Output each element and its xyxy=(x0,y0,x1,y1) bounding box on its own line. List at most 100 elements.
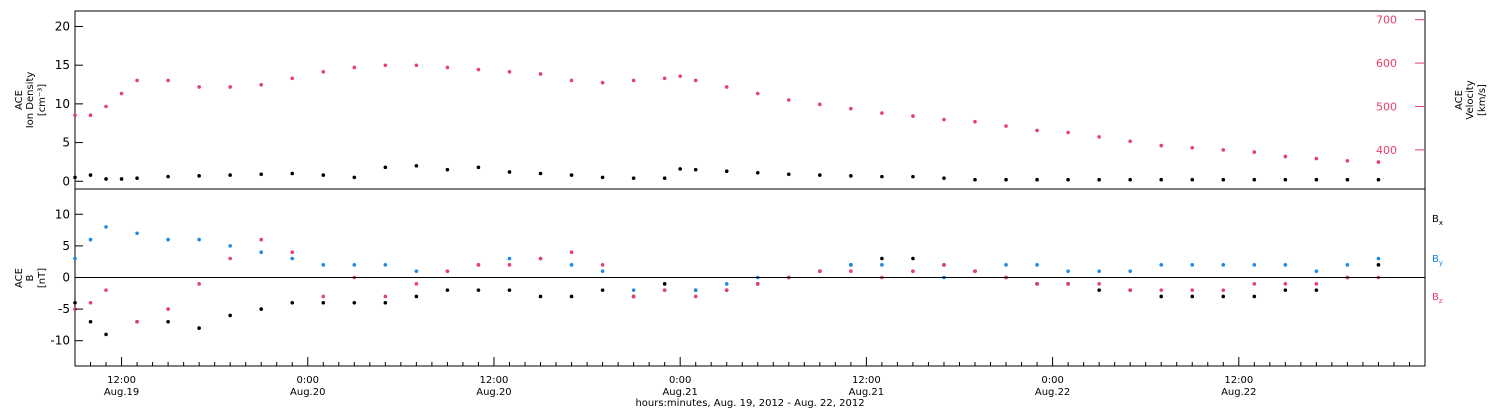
density-point-17 xyxy=(538,171,543,176)
by-point-11 xyxy=(383,263,388,267)
by-point-7 xyxy=(259,250,264,255)
bz-point-26 xyxy=(849,269,853,273)
x-tick-time-3: 0:00 xyxy=(669,375,691,386)
density-point-36 xyxy=(1097,177,1101,182)
bx-point-6 xyxy=(228,313,232,318)
velocity-point-14 xyxy=(445,65,450,70)
velocity-point-39 xyxy=(1190,145,1195,150)
top-left-tick-label-1: 5 xyxy=(62,136,70,150)
velocity-point-36 xyxy=(1097,135,1101,139)
density-point-6 xyxy=(197,174,201,178)
density-point-12 xyxy=(383,165,388,170)
x-tick-date-2: Aug.20 xyxy=(476,387,511,398)
bx-point-27 xyxy=(880,256,884,261)
bz-point-30 xyxy=(973,269,977,273)
bz-point-12 xyxy=(414,282,419,286)
density-point-3 xyxy=(119,177,124,181)
by-point-10 xyxy=(352,263,357,267)
density-point-31 xyxy=(942,176,946,180)
velocity-point-43 xyxy=(1314,156,1319,161)
bx-point-40 xyxy=(1283,288,1288,292)
bottom-ylabel-2: B xyxy=(25,274,36,281)
bx-point-5 xyxy=(197,326,201,330)
velocity-point-9 xyxy=(290,76,295,81)
density-point-18 xyxy=(569,173,574,177)
velocity-point-29 xyxy=(880,111,884,115)
x-tick-time-1: 0:00 xyxy=(297,375,319,386)
by-point-2 xyxy=(104,225,108,229)
density-point-15 xyxy=(476,165,481,170)
top-left-ylabel-1: ACE xyxy=(14,90,25,110)
bz-point-5 xyxy=(197,282,201,286)
bz-point-16 xyxy=(538,256,543,261)
bx-point-16 xyxy=(538,294,543,299)
x-axis: 12:00Aug.190:00Aug.2012:00Aug.200:00Aug.… xyxy=(74,357,1426,398)
density-point-9 xyxy=(290,171,295,176)
bz-point-2 xyxy=(104,288,108,292)
x-tick-date-4: Aug.21 xyxy=(849,387,884,398)
top-right-tick-label-2: 600 xyxy=(1376,57,1397,70)
velocity-point-1 xyxy=(88,113,93,117)
top-left-ylabel-3: [cm⁻³] xyxy=(37,84,48,116)
by-point-18 xyxy=(600,269,605,273)
legend-bz: Bz xyxy=(1432,292,1443,305)
velocity-point-42 xyxy=(1283,154,1288,159)
by-point-42 xyxy=(1345,263,1350,267)
density-point-34 xyxy=(1035,177,1039,182)
x-tick-date-6: Aug.22 xyxy=(1221,387,1256,398)
top-right-tick-label-1: 500 xyxy=(1376,101,1397,114)
density-point-38 xyxy=(1159,177,1164,182)
velocity-point-17 xyxy=(538,72,543,76)
density-point-39 xyxy=(1190,177,1195,182)
legend-bx: Bx xyxy=(1432,214,1443,227)
bx-point-28 xyxy=(911,256,915,261)
velocity-point-26 xyxy=(786,98,791,102)
bx-point-4 xyxy=(166,319,170,324)
top-left-ticks: 0 5 10 15 20 xyxy=(55,19,83,188)
by-point-19 xyxy=(631,288,636,292)
bz-point-21 xyxy=(693,294,698,299)
legend-bx-sub: x xyxy=(1439,219,1443,227)
x-tick-time-2: 12:00 xyxy=(480,375,509,386)
by-point-40 xyxy=(1283,263,1288,267)
bz-point-14 xyxy=(476,263,481,267)
velocity-point-30 xyxy=(911,114,915,118)
by-point-15 xyxy=(507,256,512,261)
bz-point-36 xyxy=(1159,288,1164,292)
by-point-17 xyxy=(569,263,574,267)
density-point-35 xyxy=(1066,177,1070,182)
density-point-13 xyxy=(414,163,419,168)
bz-point-9 xyxy=(321,294,326,299)
velocity-point-18 xyxy=(569,78,574,83)
by-point-31 xyxy=(1004,263,1008,267)
bx-point-1 xyxy=(88,319,93,324)
density-point-4 xyxy=(135,176,139,180)
velocity-point-34 xyxy=(1035,128,1039,133)
x-tick-date-1: Aug.20 xyxy=(290,387,325,398)
x-tick-time-0: 12:00 xyxy=(107,375,136,386)
bottom-tick-label-3: 5 xyxy=(62,239,70,253)
density-point-32 xyxy=(973,177,977,182)
bz-point-3 xyxy=(135,319,139,324)
x-tick-date-0: Aug.19 xyxy=(104,387,139,398)
velocity-point-11 xyxy=(352,65,357,70)
top-left-tick-label-0: 0 xyxy=(62,174,70,188)
legend: Bx By Bz xyxy=(1432,214,1443,305)
velocity-point-2 xyxy=(104,104,108,109)
bottom-tick-label-0: -10 xyxy=(50,334,70,348)
velocity-point-21 xyxy=(662,76,667,81)
velocity-point-3 xyxy=(119,91,124,96)
legend-by-main: B xyxy=(1432,254,1439,265)
velocity-point-8 xyxy=(259,83,264,87)
density-point-30 xyxy=(911,174,915,179)
density-point-45 xyxy=(1376,177,1381,182)
bottom-tick-label-4: 10 xyxy=(55,207,70,221)
by-point-0 xyxy=(73,256,77,261)
by-point-26 xyxy=(849,263,853,267)
density-point-19 xyxy=(600,175,605,180)
velocity-point-23 xyxy=(693,78,698,83)
density-point-16 xyxy=(507,170,512,174)
velocity-point-24 xyxy=(724,85,729,89)
bx-point-7 xyxy=(259,307,264,311)
bz-point-41 xyxy=(1314,282,1319,286)
